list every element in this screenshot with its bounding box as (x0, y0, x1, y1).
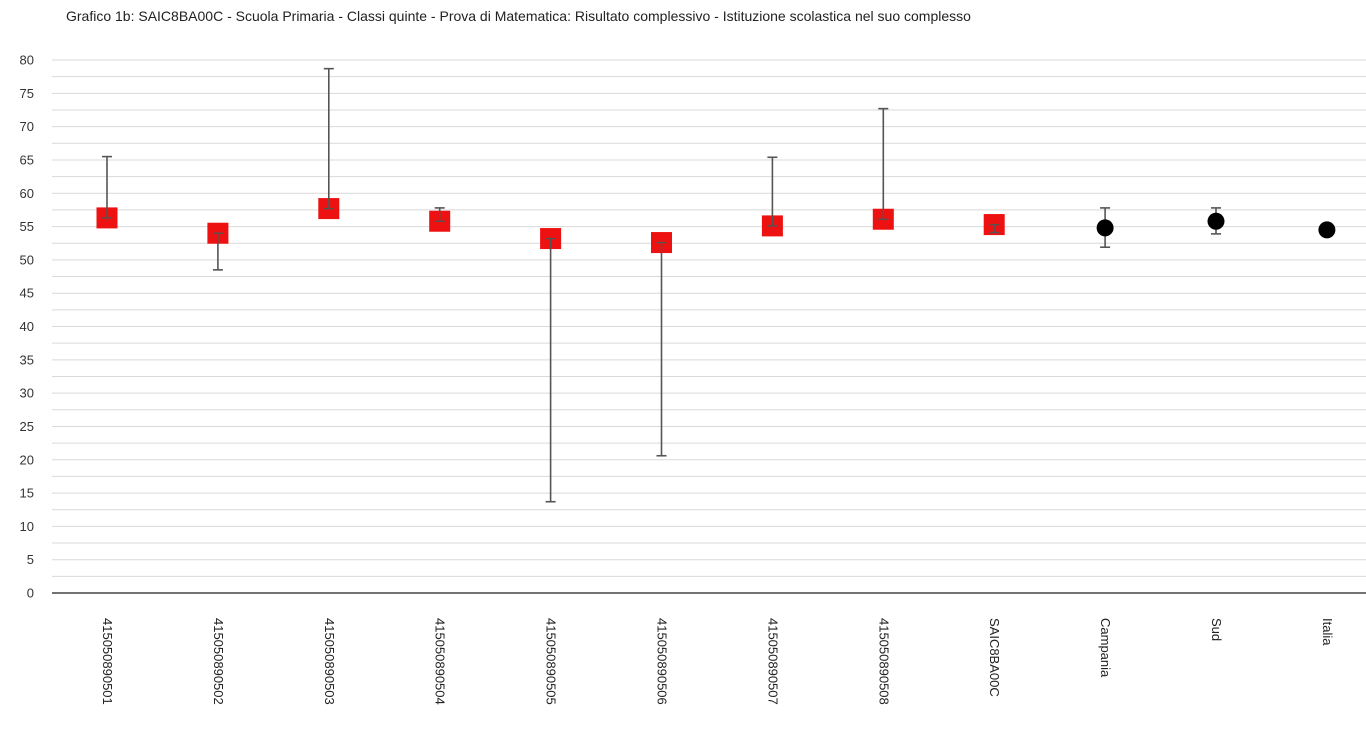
data-point-circle (1207, 212, 1225, 230)
errorbar-layer (102, 67, 1332, 503)
y-tick-label: 25 (20, 419, 34, 434)
x-category-label: 415050890503 (322, 618, 337, 705)
y-tick-label: 15 (20, 486, 34, 501)
y-tick-label: 5 (27, 552, 34, 567)
y-tick-label: 0 (27, 586, 34, 601)
y-tick-label: 60 (20, 186, 34, 201)
y-tick-label: 30 (20, 386, 34, 401)
x-category-label: 415050890501 (100, 618, 115, 705)
y-tick-label: 80 (20, 53, 34, 68)
x-category-label: Italia (1320, 618, 1335, 646)
x-category-label: 415050890506 (655, 618, 670, 705)
data-point-circle (1096, 219, 1114, 237)
grid-layer (52, 59, 1366, 577)
x-category-label: SAIC8BA00C (987, 618, 1002, 697)
x-category-label: Sud (1209, 618, 1224, 641)
x-category-label: 415050890502 (211, 618, 226, 705)
y-tick-label: 20 (20, 452, 34, 467)
x-label-layer: 415050890501 415050890502 415050890503 4150… (100, 618, 1335, 705)
marker-layer (96, 198, 1336, 254)
y-tick-label: 50 (20, 252, 34, 267)
x-category-label: Campania (1098, 618, 1113, 678)
y-tick-label: 45 (20, 286, 34, 301)
y-tick-label: 75 (20, 86, 34, 101)
x-category-label: 415050890504 (433, 618, 448, 705)
axis-layer: 0 5 10 15 20 25 30 35 40 45 50 55 60 65 70 75 80 (20, 53, 1366, 601)
x-category-label: 415050890508 (876, 618, 891, 705)
y-tick-label: 65 (20, 152, 34, 167)
y-tick-label: 35 (20, 352, 34, 367)
y-tick-label: 40 (20, 319, 34, 334)
y-tick-label: 55 (20, 219, 34, 234)
x-category-label: 415050890505 (544, 618, 559, 705)
y-tick-label: 10 (20, 519, 34, 534)
x-category-label: 415050890507 (765, 618, 780, 705)
chart-title: Grafico 1b: SAIC8BA00C - Scuola Primaria… (66, 8, 971, 24)
y-tick-label: 70 (20, 119, 34, 134)
data-point-circle (1318, 221, 1336, 239)
